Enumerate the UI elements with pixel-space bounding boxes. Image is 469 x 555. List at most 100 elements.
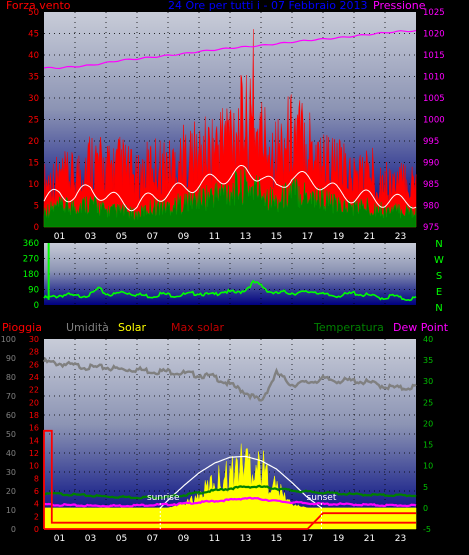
wind-force-label: Forza vento <box>6 0 71 12</box>
sunset-label: sunset <box>307 493 337 503</box>
x-tick-label: 05 <box>116 534 127 544</box>
y-tick-label-rain: 18 <box>29 411 39 420</box>
x-tick-label: 07 <box>147 232 158 242</box>
rain-total-series <box>44 512 416 530</box>
x-tick-label: 07 <box>147 534 158 544</box>
x-tick-label: 09 <box>178 534 190 544</box>
y-tick-label: 0 <box>34 301 39 311</box>
y-tick-label-temperature: 40 <box>423 335 433 344</box>
y-tick-label: 270 <box>23 255 39 265</box>
x-tick-label: 13 <box>240 534 251 544</box>
y-tick-label-left: 0 <box>34 223 39 233</box>
humidity-label: Umidità <box>66 321 109 334</box>
y-tick-label-humidity: 90 <box>6 354 16 363</box>
x-tick-label: 03 <box>85 534 96 544</box>
y-tick-label-temperature: 5 <box>423 483 428 492</box>
compass-label: S <box>436 271 442 282</box>
y-tick-label-left: 20 <box>28 137 39 147</box>
x-tick-label: 01 <box>54 232 65 242</box>
y-tick-label-rain: 6 <box>34 487 39 496</box>
x-tick-label: 03 <box>85 232 96 242</box>
wind-direction-series <box>43 279 417 302</box>
pressure-label: Pressione <box>373 0 426 12</box>
y-tick-label-right: 1020 <box>423 30 445 40</box>
x-tick-label: 21 <box>364 534 375 544</box>
x-tick-label: 21 <box>364 232 375 242</box>
x-tick-label: 17 <box>302 232 313 242</box>
y-tick-label-right: 985 <box>423 180 439 190</box>
y-tick-label-right: 990 <box>423 159 439 169</box>
plot-data: sunrise sunset <box>42 357 417 530</box>
axes: 0102030405060708090100024681012141618202… <box>1 335 433 544</box>
y-tick-label-humidity: 70 <box>6 392 16 401</box>
compass-label: N <box>435 303 442 314</box>
plot-data <box>43 243 417 302</box>
temperature-label: Temperatura <box>314 321 384 334</box>
x-tick-label: 23 <box>395 232 406 242</box>
y-tick-label-right: 975 <box>423 223 439 233</box>
humidity-series <box>42 357 417 402</box>
max-solar-series <box>159 455 322 509</box>
wind-average-series <box>43 165 417 212</box>
y-tick-label-rain: 12 <box>29 449 39 458</box>
y-tick-label-temperature: 30 <box>423 377 433 386</box>
grid <box>44 243 416 305</box>
y-tick-label-right: 1000 <box>423 116 445 126</box>
y-tick-label-humidity: 60 <box>6 411 16 420</box>
y-tick-label-left: 30 <box>28 94 39 104</box>
y-tick-label-temperature: 35 <box>423 356 433 365</box>
y-tick-label-right: 1025 <box>423 8 445 18</box>
wind-speed-series <box>43 167 417 228</box>
y-tick-label-rain: 4 <box>34 500 39 509</box>
y-tick-label-humidity: 40 <box>6 449 16 458</box>
axes: 0510152025303540455097598098599099510001… <box>28 8 444 242</box>
y-tick-label-rain: 22 <box>29 386 39 395</box>
y-tick-label-right: 1010 <box>423 73 445 83</box>
y-tick-label-humidity: 100 <box>1 335 16 344</box>
plot-data <box>43 29 417 228</box>
y-tick-label-left: 15 <box>28 159 39 169</box>
wind-pressure-panel: 0510152025303540455097598098599099510001… <box>28 8 444 242</box>
y-tick-label-rain: 2 <box>34 512 39 521</box>
x-tick-label: 23 <box>395 534 406 544</box>
y-tick-label-rain: 30 <box>29 335 39 344</box>
y-tick-label-temperature: 0 <box>423 504 428 513</box>
y-tick-label-rain: 16 <box>29 424 39 433</box>
x-tick-label: 15 <box>271 534 282 544</box>
y-tick-label-rain: 0 <box>34 525 39 534</box>
x-tick-label: 05 <box>116 232 127 242</box>
y-tick-label-left: 25 <box>28 116 39 126</box>
y-tick-label-left: 35 <box>28 73 39 83</box>
sunrise-label: sunrise <box>147 493 180 503</box>
y-tick-label-humidity: 20 <box>6 487 16 496</box>
x-tick-label: 17 <box>302 534 313 544</box>
y-tick-label-temperature: 10 <box>423 462 433 471</box>
y-tick-label-rain: 8 <box>34 474 39 483</box>
x-tick-label: 09 <box>178 232 190 242</box>
x-tick-label: 13 <box>240 232 251 242</box>
x-tick-label: 19 <box>333 534 345 544</box>
y-tick-label-rain: 10 <box>29 462 39 471</box>
y-tick-label-humidity: 0 <box>11 525 16 534</box>
compass-label: W <box>434 255 444 266</box>
compass-label: N <box>435 239 442 250</box>
temperature-series <box>43 484 417 500</box>
x-tick-label: 15 <box>271 232 282 242</box>
rain-label: Pioggia <box>2 321 42 334</box>
y-tick-label-right: 1015 <box>423 51 445 61</box>
temp-humidity-solar-panel: sunrise sunset 01020304050607080901000246… <box>1 335 433 544</box>
y-tick-label-right: 1005 <box>423 94 445 104</box>
y-tick-label: 360 <box>23 239 39 249</box>
y-tick-label-temperature: 15 <box>423 441 433 450</box>
y-tick-label-left: 40 <box>28 51 39 61</box>
pressure-series <box>43 29 417 70</box>
y-tick-label-temperature: -5 <box>423 525 431 534</box>
y-tick-label-right: 980 <box>423 202 439 212</box>
y-tick-label-temperature: 20 <box>423 419 433 428</box>
rain-rate-series <box>43 429 416 529</box>
y-tick-label-temperature: 25 <box>423 398 433 407</box>
y-tick-label-left: 45 <box>28 30 39 40</box>
x-tick-label: 19 <box>333 232 345 242</box>
